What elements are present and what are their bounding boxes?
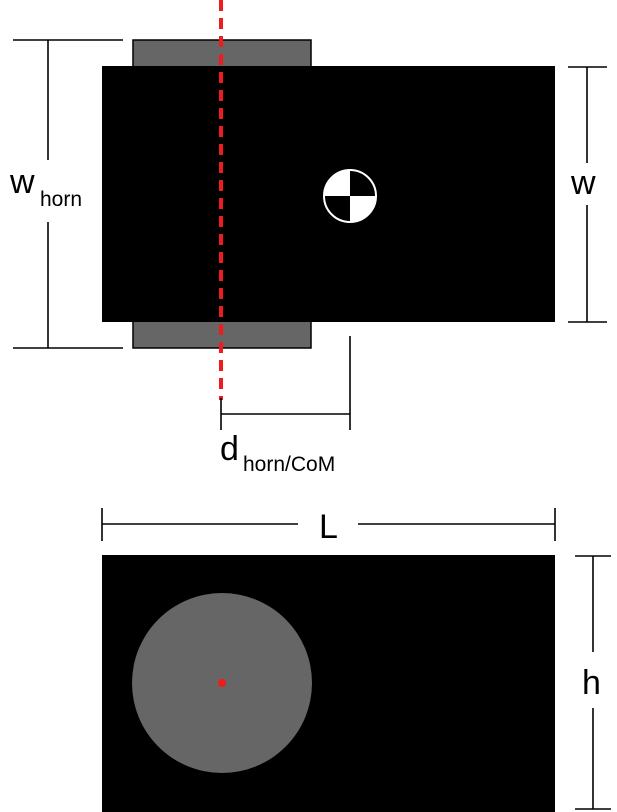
h-label: h [582,664,601,702]
w-horn-dimension [13,39,123,349]
side-view: L h [101,508,611,812]
com-quadrant-top-right [350,170,376,196]
d-horn-com-label: d [220,430,239,468]
d-horn-com-subscript: horn/CoM [243,453,335,476]
w-dimension [568,66,607,323]
top-view: w horn w d horn/CoM [9,0,607,476]
com-outline [323,169,377,223]
w-label: w [570,164,596,202]
h-dimension [575,555,611,810]
w-horn-label: w [9,163,35,201]
d-horn-com-dimension [220,336,351,430]
com-quadrant-bottom-left [324,196,350,222]
l-dimension [101,508,556,541]
l-label: L [319,508,338,546]
center-of-mass-icon [323,169,377,223]
wheel-axle-dot [218,679,226,687]
w-horn-subscript: horn [40,188,82,211]
